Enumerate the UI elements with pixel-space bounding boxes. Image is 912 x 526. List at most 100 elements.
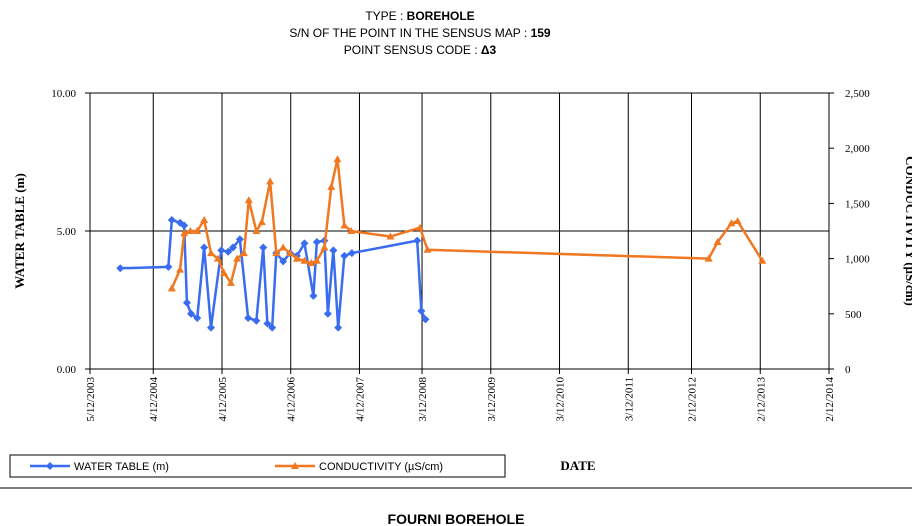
- chart-title: TYPE : BOREHOLE: [365, 9, 474, 23]
- data-point: [309, 291, 318, 300]
- data-point: [46, 462, 54, 470]
- x-tick-label: 4/12/2007: [354, 377, 366, 422]
- data-point: [286, 249, 295, 257]
- data-point: [244, 196, 253, 204]
- data-point: [347, 227, 356, 234]
- data-point: [259, 243, 268, 252]
- footer: FOURNI BOREHOLE: [388, 511, 525, 526]
- data-point: [334, 323, 343, 332]
- chart-title: S/N OF THE POINT IN THE SENSUS MAP : 159: [289, 26, 551, 40]
- data-point: [167, 284, 176, 292]
- x-tick-label: 4/12/2004: [148, 377, 160, 422]
- data-point: [423, 245, 432, 253]
- data-point: [217, 246, 226, 255]
- data-point: [340, 221, 349, 229]
- y2-tick-label: 2,000: [845, 143, 870, 155]
- data-point: [279, 243, 288, 251]
- data-point: [193, 313, 202, 322]
- x-tick-label: 3/12/2010: [555, 377, 567, 422]
- data-point: [252, 316, 261, 325]
- data-point: [235, 235, 244, 244]
- title-label: POINT SENSUS CODE :: [344, 43, 478, 57]
- y-tick-label: 10.00: [51, 88, 76, 100]
- y2-axis-title: CONDUCTIVITY (µS/cm): [903, 156, 912, 306]
- data-point: [417, 307, 426, 316]
- data-point: [704, 254, 713, 262]
- data-point: [220, 268, 229, 276]
- data-point: [758, 256, 767, 264]
- data-point: [176, 265, 185, 273]
- data-point: [727, 219, 736, 227]
- data-point: [226, 278, 235, 286]
- data-point: [263, 319, 272, 328]
- title-value: 159: [531, 26, 551, 40]
- data-point: [386, 232, 395, 240]
- data-point: [186, 227, 195, 234]
- x-tick-label: 3/12/2011: [623, 377, 635, 421]
- legend: [9, 454, 506, 478]
- y2-tick-label: 0: [845, 364, 851, 376]
- chart-title: POINT SENSUS CODE : Δ3: [344, 43, 497, 57]
- title-label: TYPE :: [365, 9, 403, 23]
- data-point: [312, 256, 321, 264]
- data-point: [300, 239, 309, 248]
- data-point: [268, 323, 277, 332]
- data-point: [413, 236, 422, 245]
- data-point: [421, 315, 430, 324]
- x-tick-label: 2/12/2013: [755, 377, 767, 422]
- plot-frame: [89, 92, 830, 370]
- y2-tick-label: 1,000: [845, 254, 870, 266]
- data-point: [164, 262, 173, 271]
- data-point: [272, 249, 281, 257]
- legend-label: CONDUCTIVITY (µS/cm): [319, 461, 443, 473]
- title-value: Δ3: [481, 43, 497, 57]
- x-tick-label: 3/12/2008: [417, 377, 429, 422]
- data-point: [333, 155, 342, 163]
- data-point: [323, 309, 332, 318]
- data-point: [340, 251, 349, 260]
- data-point: [167, 215, 176, 224]
- data-point: [206, 323, 215, 332]
- x-tick-label: 4/12/2005: [217, 377, 229, 422]
- data-point: [733, 217, 742, 225]
- data-point: [233, 254, 242, 262]
- data-point: [713, 238, 722, 246]
- data-point: [292, 254, 301, 262]
- x-axis-title: DATE: [560, 458, 595, 473]
- x-tick-label: 3/12/2009: [486, 377, 498, 422]
- x-tick-label: 5/12/2003: [85, 377, 97, 422]
- title-label: S/N OF THE POINT IN THE SENSUS MAP :: [289, 26, 527, 40]
- data-point: [252, 227, 261, 234]
- data-point: [327, 182, 336, 190]
- x-tick-label: 4/12/2006: [286, 377, 298, 422]
- y2-tick-label: 1,500: [845, 198, 870, 210]
- data-point: [300, 256, 309, 264]
- y2-tick-label: 2,500: [845, 88, 870, 100]
- data-point: [200, 243, 209, 252]
- data-point: [257, 218, 266, 226]
- data-point: [239, 249, 248, 257]
- y-tick-label: 5.00: [57, 226, 77, 238]
- data-point: [329, 246, 338, 255]
- y2-tick-label: 500: [845, 309, 862, 321]
- data-point: [266, 177, 275, 185]
- data-point: [180, 221, 189, 230]
- data-point: [182, 298, 191, 307]
- title-value: BOREHOLE: [407, 9, 475, 23]
- data-point: [312, 238, 321, 247]
- data-point: [180, 229, 189, 237]
- data-point: [244, 313, 253, 322]
- x-tick-label: 2/12/2014: [824, 377, 836, 422]
- data-point: [228, 243, 237, 252]
- data-point: [415, 223, 424, 231]
- y-tick-label: 0.00: [57, 364, 77, 376]
- x-tick-label: 2/12/2012: [687, 377, 699, 422]
- data-point: [116, 264, 125, 273]
- data-point: [291, 462, 299, 469]
- data-point: [307, 259, 316, 267]
- data-point: [213, 254, 222, 262]
- data-point: [200, 215, 209, 223]
- data-point: [206, 249, 215, 257]
- data-point: [224, 247, 233, 256]
